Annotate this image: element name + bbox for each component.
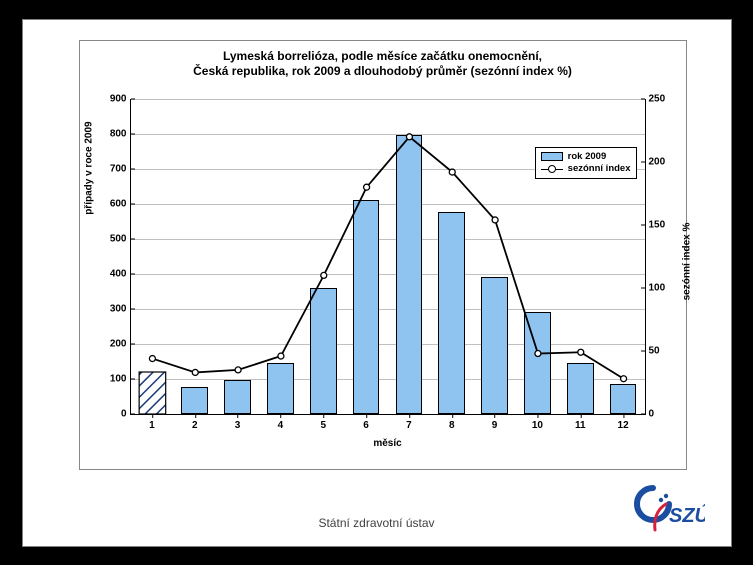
ytick-right: 150 xyxy=(645,219,666,230)
ytick-right: 50 xyxy=(645,345,660,356)
ytick-right: 250 xyxy=(645,93,666,104)
xtick: 7 xyxy=(406,414,412,431)
ytick-left: 600 xyxy=(110,198,131,209)
title-line-1: Lymeská borrelióza, podle měsíce začátku… xyxy=(223,49,542,63)
xtick: 4 xyxy=(278,414,284,431)
slide: Lymeská borrelióza, podle měsíce začátku… xyxy=(22,19,732,547)
xtick: 9 xyxy=(492,414,498,431)
ytick-left: 200 xyxy=(110,338,131,349)
ytick-left: 700 xyxy=(110,163,131,174)
xtick: 11 xyxy=(575,414,586,431)
xtick: 12 xyxy=(618,414,629,431)
legend-swatch-bars xyxy=(541,152,563,161)
ytick-left: 900 xyxy=(110,93,131,104)
chart-title: Lymeská borrelióza, podle měsíce začátku… xyxy=(80,49,686,80)
xtick: 6 xyxy=(363,414,369,431)
ytick-left: 500 xyxy=(110,233,131,244)
xtick: 8 xyxy=(449,414,455,431)
ytick-left: 300 xyxy=(110,303,131,314)
x-axis-label: měsíc xyxy=(131,414,645,449)
y-axis-right-label: sezónní index % xyxy=(681,223,692,301)
legend-swatch-line xyxy=(541,165,563,174)
footer-text: Státní zdravotní ústav xyxy=(23,516,731,530)
ytick-right: 200 xyxy=(645,156,666,167)
outer-frame: Lymeská borrelióza, podle měsíce začátku… xyxy=(7,7,747,559)
legend: rok 2009 sezónní index xyxy=(535,147,637,180)
ytick-left: 800 xyxy=(110,128,131,139)
chart-area: Lymeská borrelióza, podle měsíce začátku… xyxy=(79,40,687,470)
xtick: 10 xyxy=(532,414,543,431)
xtick: 1 xyxy=(149,414,155,431)
legend-label-line: sezónní index xyxy=(568,163,631,175)
y-axis-left-label: případy v roce 2009 xyxy=(83,121,94,214)
ytick-right: 0 xyxy=(645,408,655,419)
logo-text: SZÚ xyxy=(669,503,705,527)
xtick: 3 xyxy=(235,414,241,431)
ytick-left: 100 xyxy=(110,373,131,384)
ytick-right: 100 xyxy=(645,282,666,293)
xtick: 2 xyxy=(192,414,198,431)
legend-item-bars: rok 2009 xyxy=(541,151,631,163)
ytick-left: 400 xyxy=(110,268,131,279)
szu-logo-icon: SZÚ xyxy=(633,482,705,536)
legend-label-bars: rok 2009 xyxy=(568,151,607,163)
ytick-left: 0 xyxy=(121,408,131,419)
legend-item-line: sezónní index xyxy=(541,163,631,175)
logo: SZÚ xyxy=(633,482,705,536)
plot-area: případy v roce 2009 sezónní index % měsí… xyxy=(130,99,646,415)
title-line-2: Česká republika, rok 2009 a dlouhodobý p… xyxy=(193,64,572,78)
xtick: 5 xyxy=(320,414,326,431)
